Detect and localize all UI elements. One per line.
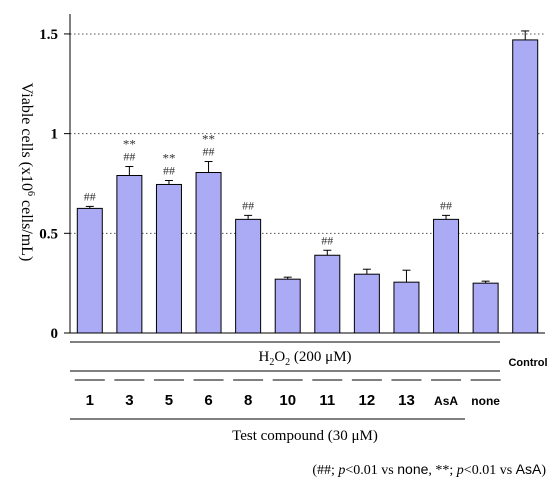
bar xyxy=(433,218,460,334)
category-label: AsA xyxy=(434,394,458,408)
bars-group xyxy=(76,30,539,334)
y-tick-label: 1.5 xyxy=(39,27,58,43)
control-label: Control xyxy=(508,357,547,369)
test-compound-label: Test compound (30 μM) xyxy=(232,428,378,444)
sig-star-label: ** xyxy=(162,150,175,165)
sig-hash-label: ## xyxy=(321,233,333,247)
bar xyxy=(195,172,222,334)
grid-lines xyxy=(70,33,545,234)
bar xyxy=(472,282,499,334)
significance-labels: ####**##** ##**###### xyxy=(84,132,452,248)
bar xyxy=(512,39,539,334)
sig-hash-label: ## xyxy=(203,145,215,159)
sig-hash-label: ## xyxy=(440,198,452,212)
bar xyxy=(76,207,103,334)
sig-star-label: ** xyxy=(123,137,136,152)
bar xyxy=(353,273,380,334)
footnote: (##; p<0.01 vs none, **; p<0.01 vs AsA) xyxy=(312,461,546,478)
bar xyxy=(155,183,182,334)
bar xyxy=(116,174,143,334)
category-label: 12 xyxy=(359,392,376,409)
category-label: 3 xyxy=(125,392,133,409)
sig-hash-label: ## xyxy=(84,189,96,203)
category-label: 5 xyxy=(165,392,173,409)
category-label: 10 xyxy=(279,392,296,409)
y-tick-label: 0 xyxy=(51,326,59,342)
category-label: 11 xyxy=(319,392,335,409)
y-tick-label: 1 xyxy=(51,127,59,143)
bar xyxy=(235,218,262,334)
sig-hash-label: ## xyxy=(123,150,135,164)
category-label: 1 xyxy=(86,392,94,409)
category-label: 13 xyxy=(398,392,415,409)
y-axis-title: Viable cells (x106 cells/mL) xyxy=(18,83,36,262)
category-label: 6 xyxy=(204,392,212,409)
bar xyxy=(274,278,301,334)
bar xyxy=(393,281,420,334)
sig-hash-label: ## xyxy=(242,198,254,212)
sig-hash-label: ## xyxy=(163,163,175,177)
x-axis-category-labels: 1 3 5 6 8 10 11 12 13 AsA none xyxy=(74,379,501,409)
bar xyxy=(314,254,341,334)
y-tick-label: 0.5 xyxy=(39,226,58,242)
sig-star-label: ** xyxy=(202,132,215,147)
category-label: none xyxy=(471,394,500,408)
category-label: 8 xyxy=(244,392,252,409)
h2o2-label: H2O2 (200 μM) xyxy=(258,349,351,368)
y-axis-ticks: 0 0.5 1 1.5 xyxy=(39,27,70,342)
